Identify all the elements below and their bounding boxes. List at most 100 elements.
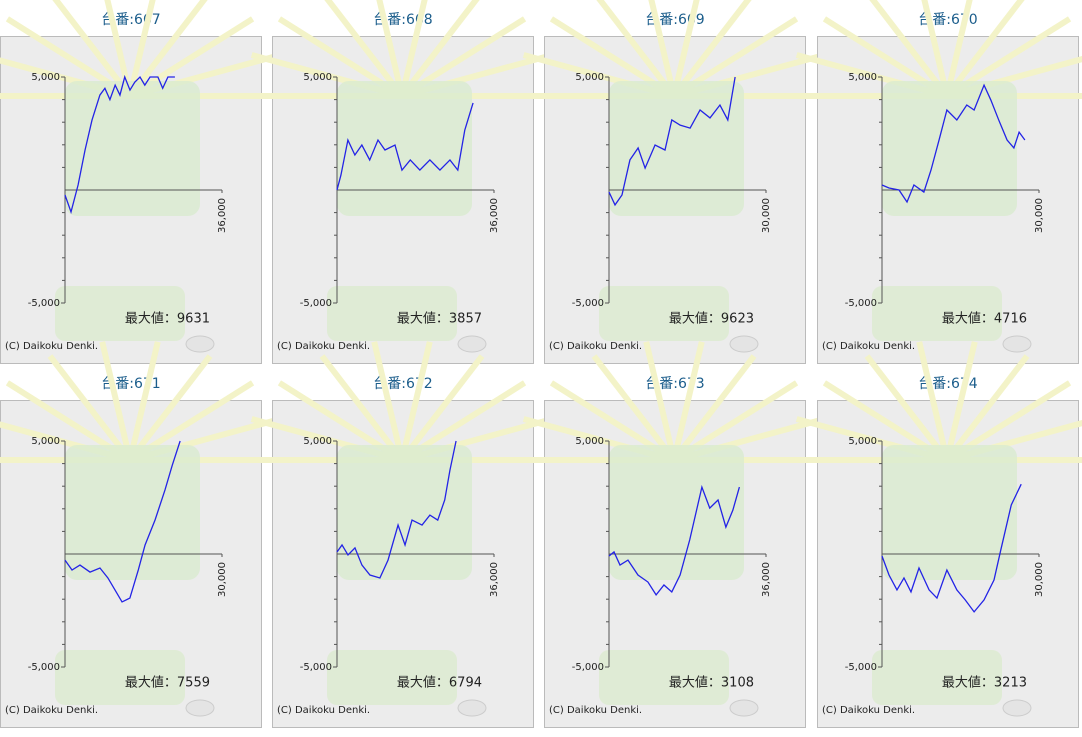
- decor-ray: [671, 0, 700, 97]
- y-tick-label: 5,000: [31, 436, 60, 447]
- decor-ray: [671, 354, 757, 462]
- y-tick-label: -5,000: [300, 662, 332, 673]
- decor-ray: [944, 354, 1030, 462]
- x-tick-label: 36,000: [489, 198, 500, 233]
- decor-ray: [596, 0, 677, 98]
- copyright: (C) Daikoku Denki.: [277, 341, 370, 352]
- max-annotation: 最大値：3213: [942, 675, 1027, 691]
- decor-ray: [921, 0, 950, 97]
- decor-ray: [399, 0, 428, 97]
- decor-coin: [1002, 335, 1032, 353]
- x-tick-label: 30,000: [217, 562, 228, 597]
- decor-body: [65, 445, 200, 580]
- copyright: (C) Daikoku Denki.: [5, 341, 98, 352]
- decor-ray: [869, 0, 950, 98]
- decor-ray: [127, 0, 208, 98]
- data-line: [608, 484, 741, 597]
- decor-coin: [729, 335, 759, 353]
- decor-ray: [399, 354, 485, 462]
- decor-ray: [127, 341, 161, 461]
- decor-ray: [944, 0, 973, 97]
- decor-coin: [457, 699, 487, 717]
- y-tick-label: 5,000: [575, 436, 604, 447]
- max-annotation: 最大値：3108: [669, 675, 754, 691]
- y-tick-label: -5,000: [572, 298, 604, 309]
- y-tick-label: -5,000: [300, 298, 332, 309]
- max-annotation: 最大値：9623: [669, 311, 754, 327]
- decor-coin: [457, 335, 487, 353]
- decor-ray: [648, 0, 677, 97]
- decor-ray: [671, 341, 705, 461]
- decor-tray: [872, 650, 1002, 705]
- decor-ray: [127, 354, 213, 462]
- decor-ray: [319, 354, 405, 462]
- y-tick-label: -5,000: [845, 298, 877, 309]
- x-tick-label: 30,000: [1034, 562, 1045, 597]
- y-tick-label: 5,000: [31, 72, 60, 83]
- decor-tray: [599, 286, 729, 341]
- y-tick-label: -5,000: [28, 662, 60, 673]
- decor-ray: [671, 0, 752, 98]
- decor-tray: [872, 286, 1002, 341]
- x-tick-label: 36,000: [489, 562, 500, 597]
- decor-ray: [324, 0, 405, 98]
- x-tick-label: 36,000: [217, 198, 228, 233]
- data-line: [881, 83, 1026, 204]
- copyright: (C) Daikoku Denki.: [5, 705, 98, 716]
- copyright: (C) Daikoku Denki.: [277, 705, 370, 716]
- decor-tray: [327, 286, 457, 341]
- x-tick-label: 30,000: [1034, 198, 1045, 233]
- decor-ray: [399, 341, 433, 461]
- data-line: [336, 440, 457, 579]
- y-tick-label: 5,000: [303, 72, 332, 83]
- max-annotation: 最大値：6794: [397, 675, 482, 691]
- decor-ray: [944, 0, 1025, 98]
- decor-body: [609, 445, 744, 580]
- decor-ray: [864, 354, 950, 462]
- y-tick-label: 5,000: [575, 72, 604, 83]
- copyright: (C) Daikoku Denki.: [822, 705, 915, 716]
- copyright: (C) Daikoku Denki.: [549, 705, 642, 716]
- decor-body: [609, 81, 744, 216]
- decor-ray: [591, 354, 677, 462]
- decor-ray: [104, 0, 133, 97]
- y-tick-label: 5,000: [848, 72, 877, 83]
- y-tick-label: -5,000: [572, 662, 604, 673]
- decor-ray: [371, 341, 405, 461]
- decor-tray: [55, 650, 185, 705]
- max-annotation: 最大値：7559: [125, 675, 210, 691]
- copyright: (C) Daikoku Denki.: [822, 341, 915, 352]
- decor-ray: [47, 354, 133, 462]
- decor-ray: [127, 0, 156, 97]
- max-annotation: 最大値：3857: [397, 311, 482, 327]
- max-annotation: 最大値：4716: [942, 311, 1027, 327]
- decor-ray: [99, 341, 133, 461]
- decor-ray: [399, 0, 480, 98]
- data-line: [881, 483, 1022, 613]
- decor-coin: [1002, 699, 1032, 717]
- y-tick-label: -5,000: [28, 298, 60, 309]
- decor-coin: [729, 699, 759, 717]
- decor-body: [882, 81, 1017, 216]
- copyright: (C) Daikoku Denki.: [549, 341, 642, 352]
- data-line: [336, 102, 474, 191]
- data-line: [608, 76, 736, 207]
- decor-body: [337, 81, 472, 216]
- decor-body: [65, 81, 200, 216]
- decor-body: [337, 445, 472, 580]
- decor-coin: [185, 335, 215, 353]
- max-annotation: 最大値：9631: [125, 311, 210, 327]
- decor-ray: [944, 341, 978, 461]
- decor-ray: [643, 341, 677, 461]
- y-tick-label: 5,000: [303, 436, 332, 447]
- data-line: [64, 440, 181, 603]
